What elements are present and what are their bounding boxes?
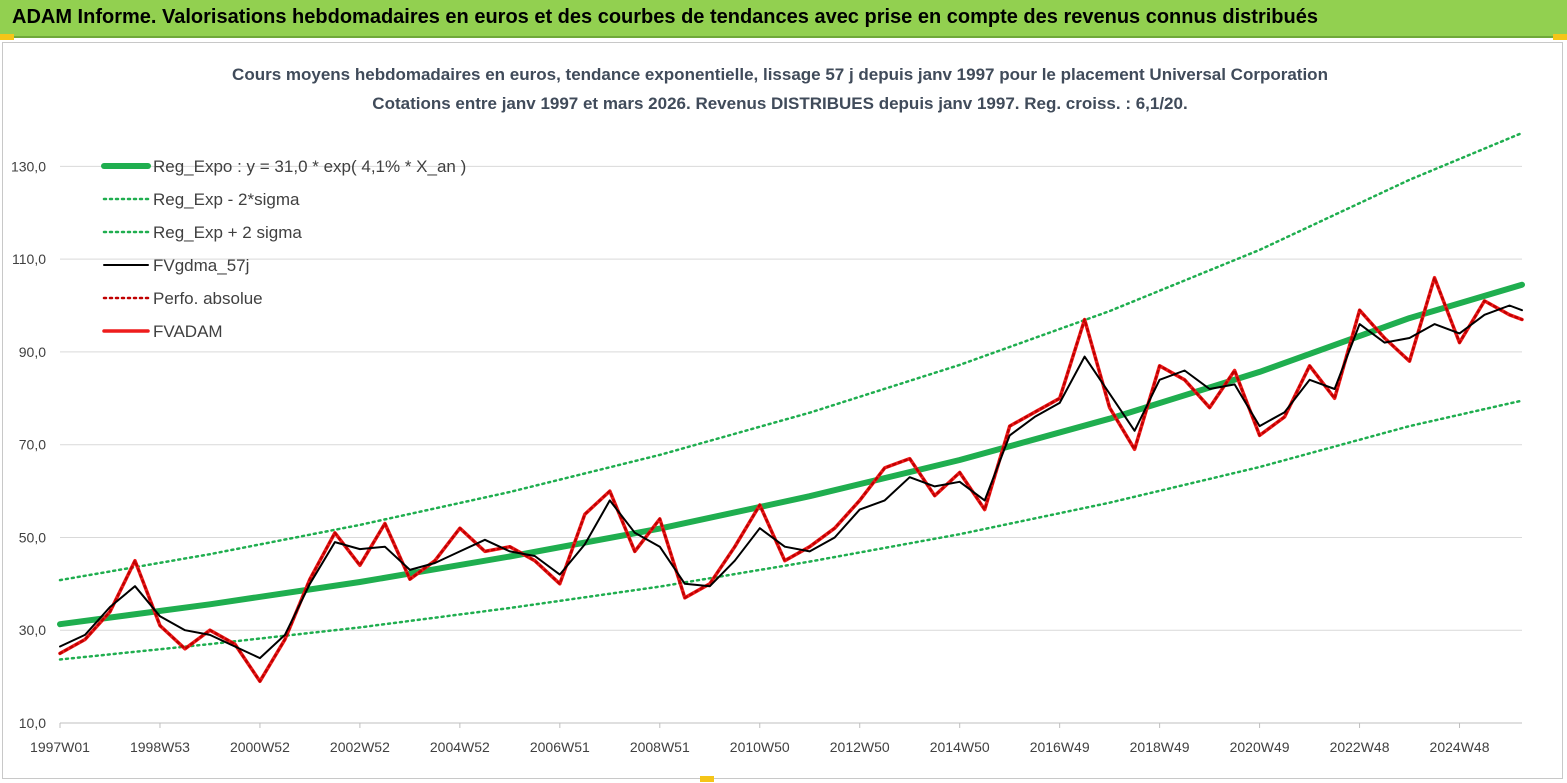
x-tick-label: 2004W52 bbox=[430, 739, 490, 755]
y-tick-label: 50,0 bbox=[19, 529, 46, 545]
x-tick-label: 2000W52 bbox=[230, 739, 290, 755]
x-tick-label: 2014W50 bbox=[930, 739, 990, 755]
corner-marker-right bbox=[1553, 34, 1567, 40]
axes: 10,0 30,0 50,0 70,0 90,0 110,0 130,0 1997W01 199… bbox=[11, 158, 1522, 755]
x-tick-label: 2008W51 bbox=[630, 739, 690, 755]
x-tick-label: 1997W01 bbox=[30, 739, 90, 755]
legend-label-1: Reg_Exp - 2*sigma bbox=[153, 190, 300, 209]
chart-title-line-1: Cours moyens hebdomadaires en euros, ten… bbox=[232, 65, 1328, 84]
y-tick-label: 70,0 bbox=[19, 437, 46, 453]
x-tick-label: 2002W52 bbox=[330, 739, 390, 755]
legend-label-2: Reg_Exp + 2 sigma bbox=[153, 223, 302, 242]
x-tick-label: 2010W50 bbox=[730, 739, 790, 755]
x-tick-label: 2024W48 bbox=[1430, 739, 1490, 755]
x-tick-label: 2018W49 bbox=[1130, 739, 1190, 755]
bottom-marker bbox=[700, 776, 714, 782]
y-tick-label: 90,0 bbox=[19, 344, 46, 360]
series-line-0 bbox=[57, 281, 1525, 628]
x-tick-label: 2006W51 bbox=[530, 739, 590, 755]
legend-label-5: FVADAM bbox=[153, 322, 223, 341]
legend-label-3: FVgdma_57j bbox=[153, 256, 249, 275]
legend: Reg_Expo : y = 31,0 * exp( 4,1% * X_an )… bbox=[101, 157, 466, 341]
corner-marker-left bbox=[0, 34, 14, 40]
report-title: ADAM Informe. Valorisations hebdomadaire… bbox=[12, 6, 1318, 28]
series-lines bbox=[57, 131, 1525, 684]
y-tick-label: 130,0 bbox=[11, 158, 46, 174]
series-line-4 bbox=[58, 276, 1524, 683]
x-tick-label: 2016W49 bbox=[1030, 739, 1090, 755]
report-banner: ADAM Informe. Valorisations hebdomadaire… bbox=[0, 0, 1567, 38]
chart-frame bbox=[2, 42, 1563, 779]
series-line-3 bbox=[59, 304, 1523, 660]
y-tick-label: 30,0 bbox=[19, 622, 46, 638]
series-line-1 bbox=[58, 399, 1524, 661]
y-tick-label: 110,0 bbox=[12, 251, 46, 267]
y-tick-label: 10,0 bbox=[19, 715, 46, 731]
legend-label-0: Reg_Expo : y = 31,0 * exp( 4,1% * X_an ) bbox=[153, 157, 466, 176]
x-tick-label: 2020W49 bbox=[1230, 739, 1290, 755]
chart-title-group: Cours moyens hebdomadaires en euros, ten… bbox=[232, 65, 1328, 113]
gridlines bbox=[60, 165, 1522, 724]
x-tick-label: 1998W53 bbox=[130, 739, 190, 755]
x-tick-label: 2012W50 bbox=[830, 739, 890, 755]
series-line-2 bbox=[58, 131, 1524, 582]
chart-title-line-2: Cotations entre janv 1997 et mars 2026. … bbox=[372, 94, 1187, 113]
legend-label-4: Perfo. absolue bbox=[153, 289, 263, 308]
series-line-5 bbox=[58, 275, 1524, 684]
x-tick-label: 2022W48 bbox=[1330, 739, 1390, 755]
